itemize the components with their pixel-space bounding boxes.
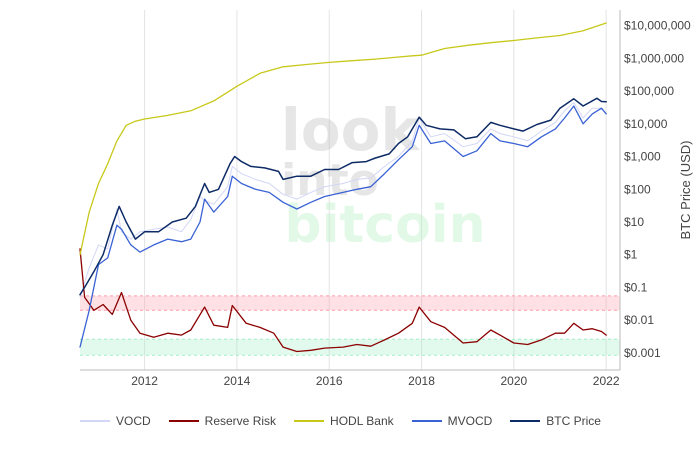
y-axis-label: BTC Price (USD) (678, 141, 693, 240)
legend: VOCD Reserve Risk HODL Bank MVOCD BTC Price (80, 410, 619, 432)
y-tick-label: $10,000 (624, 117, 668, 131)
watermark-look: look (281, 96, 421, 164)
risk-band-1 (80, 339, 620, 356)
legend-label: BTC Price (546, 414, 601, 428)
legend-swatch (510, 420, 541, 422)
legend-item-vocd[interactable]: VOCD (80, 414, 151, 428)
legend-label: HODL Bank (330, 414, 394, 428)
y-tick-label: $0.001 (624, 346, 661, 360)
risk-band-0 (80, 295, 620, 311)
watermark: look into bitcoin (281, 96, 486, 255)
legend-label: MVOCD (447, 414, 493, 428)
y-tick-label: $10,000,000 (624, 19, 691, 33)
legend-label: Reserve Risk (204, 414, 277, 428)
series-line-hodl-bank (79, 22, 607, 256)
x-tick-label: 2014 (224, 374, 251, 388)
y-tick-label: $10 (624, 215, 644, 229)
legend-label: VOCD (116, 414, 151, 428)
legend-item-hodl-bank[interactable]: HODL Bank (294, 414, 394, 428)
y-tick-label: $0.01 (624, 313, 654, 327)
y-tick-label: $100 (624, 182, 651, 196)
watermark-bitcoin: bitcoin (284, 195, 485, 255)
series-lines (79, 22, 607, 353)
legend-item-reserve-risk[interactable]: Reserve Risk (168, 414, 277, 428)
y-tick-label: $1,000 (624, 150, 661, 164)
series-line-mvocd (79, 105, 607, 348)
series-line-reserve-risk (79, 248, 607, 353)
legend-item-mvocd[interactable]: MVOCD (411, 414, 493, 428)
x-tick-label: 2012 (131, 374, 158, 388)
y-tick-label: $1 (624, 248, 638, 262)
y-tick-label: $0.1 (624, 280, 648, 294)
series-line-vocd (79, 101, 607, 298)
legend-swatch (168, 420, 199, 422)
legend-swatch (294, 420, 325, 422)
y-tick-label: $1,000,000 (624, 51, 684, 65)
legend-swatch (80, 420, 110, 422)
risk-bands (80, 295, 620, 356)
series-line-btc-price (79, 97, 607, 296)
x-tick-label: 2020 (500, 374, 527, 388)
x-tick-label: 2018 (408, 374, 435, 388)
x-tick-label: 2022 (593, 374, 620, 388)
y-axis-ticks: $10,000,000 $1,000,000 $100,000 $10,000 $1,0… (624, 19, 691, 360)
gridlines (144, 10, 607, 370)
watermark-into: into (281, 155, 379, 206)
x-tick-label: 2016 (316, 374, 343, 388)
x-axis-ticks: 2012 2014 2016 2018 2020 2022 (131, 374, 620, 388)
y-tick-label: $100,000 (624, 84, 674, 98)
legend-swatch (411, 420, 442, 422)
legend-item-btc-price[interactable]: BTC Price (510, 414, 601, 428)
